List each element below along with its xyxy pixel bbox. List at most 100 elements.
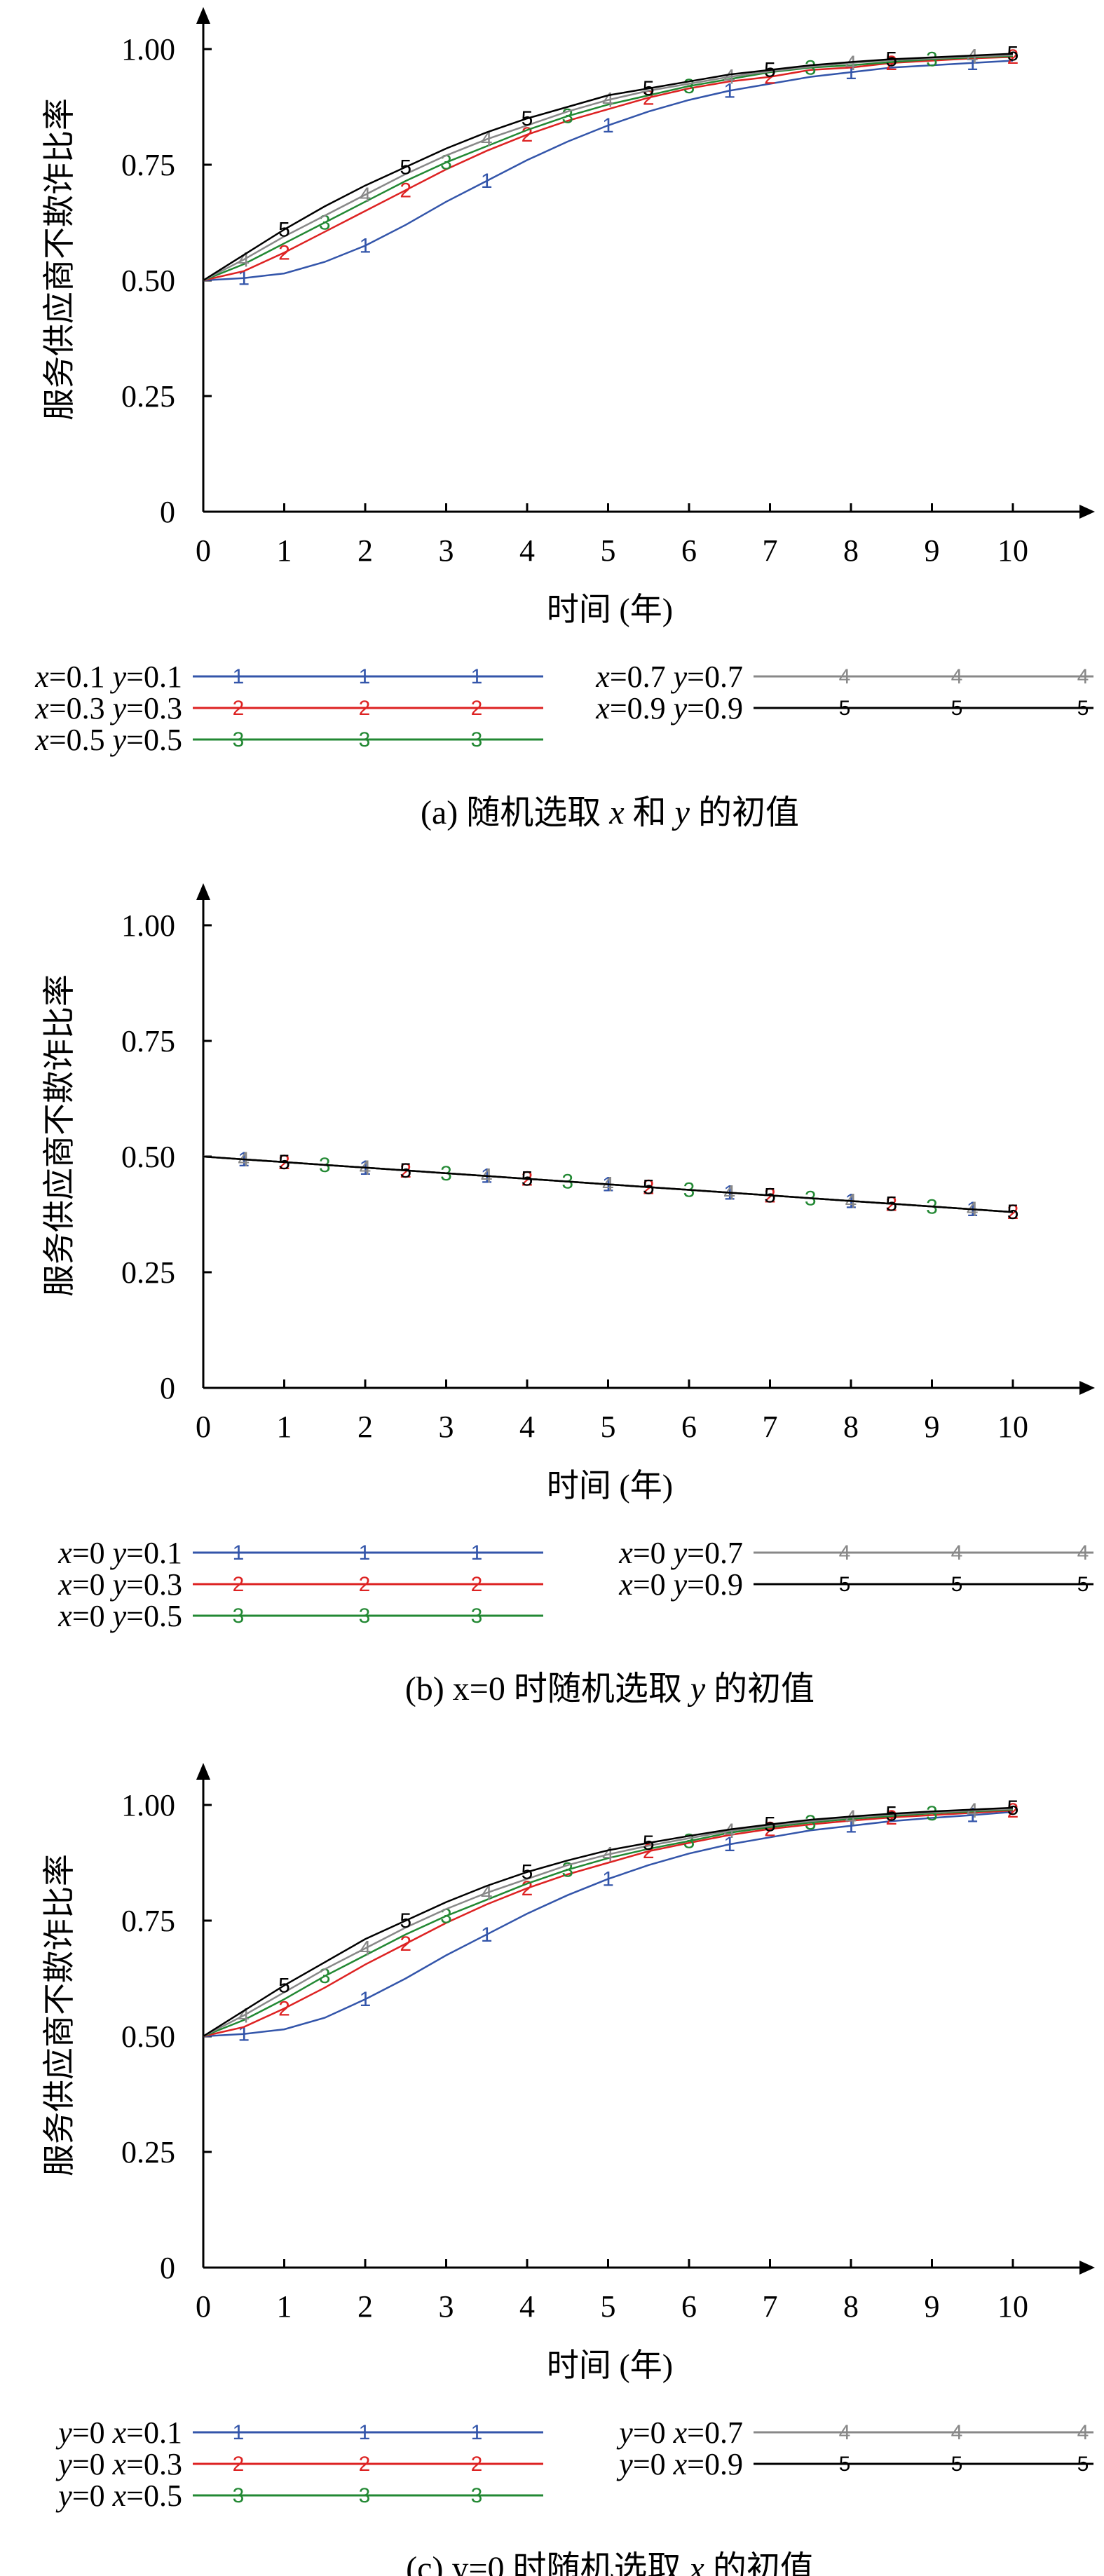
- x-tick-label: 8: [843, 2289, 859, 2324]
- x-tick-label: 4: [519, 1410, 535, 1444]
- series-marker-5: 5: [278, 218, 290, 241]
- y-tick-label: 0.50: [121, 264, 175, 298]
- legend-label-2: x=0.3 y=0.3: [34, 691, 182, 725]
- series-marker-3: 3: [805, 56, 817, 79]
- legend-marker-2: 2: [471, 2453, 483, 2476]
- series-marker-5: 5: [522, 1168, 533, 1191]
- series-marker-5: 5: [1007, 1201, 1019, 1224]
- legend-marker-2: 2: [233, 1573, 245, 1596]
- legend-marker-4: 4: [1077, 665, 1089, 688]
- legend-marker-1: 1: [471, 1541, 483, 1565]
- legend-marker-3: 3: [359, 1604, 371, 1628]
- series-marker-5: 5: [764, 59, 776, 82]
- y-axis-label: 服务供应商不欺诈比率: [41, 974, 77, 1297]
- series-marker-5: 5: [764, 1813, 776, 1836]
- legend-marker-3: 3: [359, 2484, 371, 2507]
- x-tick-label: 5: [601, 533, 616, 568]
- x-tick-label: 6: [681, 533, 697, 568]
- legend-marker-5: 5: [1077, 1573, 1089, 1596]
- chart-panel-1: 0 0.25 0.50 0.75 1.00 0 1 2 3 4 5 6 7 8 9 10 服务供应商不欺诈比率时…: [34, 7, 1095, 831]
- series-line-5: [203, 53, 1014, 282]
- series-line-4: [203, 54, 1014, 282]
- legend-marker-4: 4: [951, 665, 963, 688]
- series-line-1: [203, 1811, 1014, 2038]
- legend-label-2: x=0 y=0.3: [57, 1567, 182, 1602]
- series-marker-1: 1: [360, 1988, 372, 2011]
- series-marker-4: 4: [723, 66, 735, 89]
- legend-marker-2: 2: [471, 1573, 483, 1596]
- legend-marker-3: 3: [233, 1604, 245, 1628]
- series-marker-2: 2: [400, 1933, 411, 1956]
- y-tick-label: 0.25: [121, 2135, 175, 2169]
- legend-marker-5: 5: [951, 2453, 963, 2476]
- series-marker-5: 5: [400, 1909, 411, 1933]
- series-line-2: [203, 1809, 1014, 2038]
- series-marker-2: 2: [885, 52, 897, 75]
- legend-marker-4: 4: [839, 2421, 851, 2444]
- x-tick-label: 3: [439, 533, 454, 568]
- x-tick-label: 2: [357, 2289, 373, 2324]
- legend-marker-1: 1: [233, 2421, 245, 2444]
- legend-marker-5: 5: [1077, 697, 1089, 720]
- series-marker-2: 2: [1007, 1799, 1019, 1822]
- series-marker-2: 2: [1007, 46, 1019, 69]
- x-axis-arrow: [1079, 505, 1095, 519]
- x-tick-label: 9: [925, 1410, 940, 1444]
- series-line-2: [203, 55, 1014, 282]
- legend-marker-2: 2: [471, 697, 483, 720]
- chart-panel-3: 0 0.25 0.50 0.75 1.00 0 1 2 3 4 5 6 7 8 9 10 服务供应商不欺诈比率时…: [41, 1763, 1095, 2576]
- series-marker-3: 3: [683, 75, 695, 98]
- series-line-1: [203, 60, 1014, 282]
- y-tick-label: 0.50: [121, 1140, 175, 1174]
- y-tick-label: 0.25: [121, 1255, 175, 1290]
- series-marker-1: 1: [602, 1868, 614, 1891]
- figure-caption: (b) x=0 时随机选取 y 的初值: [405, 1670, 815, 1708]
- y-tick-label: 0.75: [121, 1904, 175, 1938]
- legend-marker-2: 2: [359, 697, 371, 720]
- series-marker-5: 5: [1007, 43, 1019, 66]
- legend-label-3: x=0.5 y=0.5: [34, 723, 182, 757]
- series-marker-5: 5: [643, 77, 655, 100]
- legend-marker-4: 4: [1077, 1541, 1089, 1565]
- legend-marker-3: 3: [471, 1604, 483, 1628]
- legend-marker-5: 5: [839, 1573, 851, 1596]
- x-tick-label: 2: [357, 1410, 373, 1444]
- y-axis-arrow: [196, 1763, 210, 1780]
- legend-marker-2: 2: [359, 1573, 371, 1596]
- legend-marker-1: 1: [359, 1541, 371, 1565]
- series-marker-4: 4: [602, 89, 614, 112]
- y-tick-label: 0.75: [121, 148, 175, 182]
- y-tick-label: 0: [160, 495, 175, 529]
- series-line-3: [203, 55, 1014, 282]
- series-marker-1: 1: [360, 235, 372, 258]
- x-tick-label: 8: [843, 533, 859, 568]
- series-marker-1: 1: [723, 1833, 735, 1856]
- x-tick-label: 7: [763, 2289, 778, 2324]
- legend-marker-1: 1: [471, 665, 483, 688]
- legend-marker-2: 2: [359, 2453, 371, 2476]
- series-marker-4: 4: [602, 1844, 614, 1867]
- x-tick-label: 9: [925, 2289, 940, 2324]
- x-axis-arrow: [1079, 2261, 1095, 2275]
- series-marker-1: 1: [602, 114, 614, 137]
- x-axis-label: 时间 (年): [547, 1468, 673, 1504]
- series-marker-3: 3: [805, 1811, 817, 1834]
- y-axis-arrow: [196, 883, 210, 900]
- legend-label-4: y=0 x=0.7: [616, 2415, 743, 2450]
- series-marker-3: 3: [926, 1802, 938, 1825]
- x-axis-arrow: [1079, 1381, 1095, 1395]
- x-tick-label: 9: [925, 533, 940, 568]
- series-marker-3: 3: [926, 48, 938, 71]
- series-marker-5: 5: [400, 156, 411, 179]
- series-marker-5: 5: [278, 1974, 290, 1997]
- series-marker-5: 5: [1007, 1797, 1019, 1820]
- legend-marker-5: 5: [951, 697, 963, 720]
- series-marker-1: 1: [723, 79, 735, 102]
- legend-marker-4: 4: [951, 1541, 963, 1565]
- series-marker-2: 2: [885, 1806, 897, 1829]
- series-marker-4: 4: [967, 1799, 979, 1822]
- legend-marker-1: 1: [359, 2421, 371, 2444]
- series-marker-2: 2: [1007, 1201, 1019, 1224]
- legend-label-1: y=0 x=0.1: [55, 2415, 182, 2450]
